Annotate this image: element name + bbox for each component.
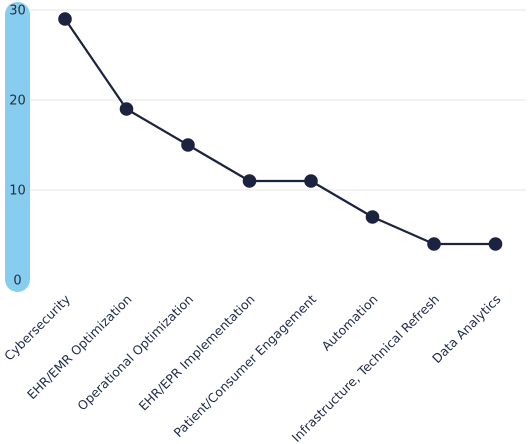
data-point	[488, 237, 503, 251]
x-tick-label: Operational Optimization	[74, 292, 196, 414]
x-tick-label: EHR/EPR Implementation	[136, 292, 258, 414]
data-point	[242, 174, 257, 188]
y-tick-label: 0	[13, 274, 21, 289]
data-point	[58, 12, 72, 26]
x-tick-labels: Cybersecurity EHR/EMR Optimization Opera…	[1, 291, 503, 444]
x-tick-label: EHR/EMR Optimization	[24, 292, 135, 403]
data-point	[181, 138, 195, 152]
y-axis-bar	[5, 2, 30, 292]
data-point	[304, 174, 318, 188]
series-line	[64, 18, 496, 246]
data-points	[58, 12, 503, 251]
x-tick-label: Automation	[319, 292, 381, 354]
y-tick-label: 20	[9, 94, 26, 109]
y-tick-labels: 0 10 20 30	[9, 4, 26, 289]
y-tick-label: 10	[9, 184, 26, 199]
data-point	[365, 210, 380, 224]
data-point	[427, 237, 441, 251]
y-tick-label: 30	[9, 4, 26, 19]
grid-lines	[30, 9, 526, 191]
data-point	[119, 102, 134, 116]
